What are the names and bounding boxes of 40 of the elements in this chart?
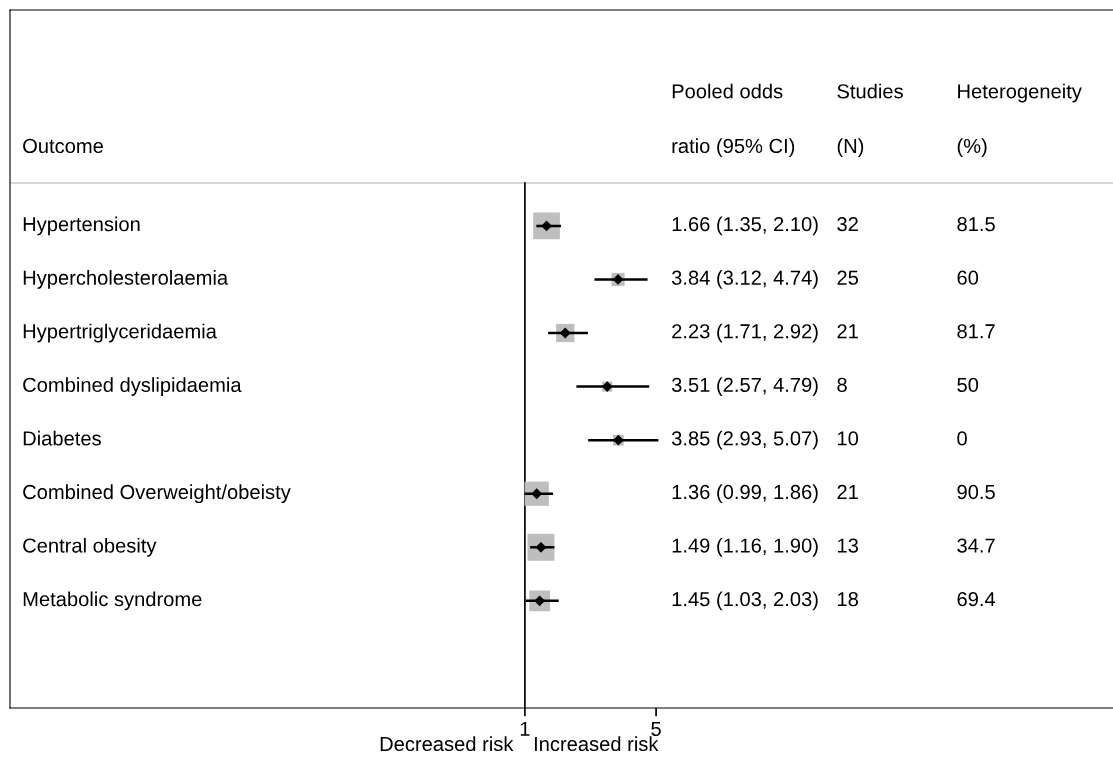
annotation: 21 xyxy=(837,324,858,339)
y-tick-label: Combined Overweight/obeisty xyxy=(23,484,291,504)
y-tick-label: Central obesity xyxy=(23,537,157,557)
annotation: 1.36 (0.99, 1.86) xyxy=(672,484,818,504)
annotation: 81.7 xyxy=(957,324,995,339)
annotation: 25 xyxy=(837,270,859,285)
y-axis-title: Outcome xyxy=(23,138,103,154)
y-tick-label: Metabolic syndrome xyxy=(23,591,202,611)
annotation: 1.66 (1.35, 2.10) xyxy=(672,216,818,236)
annotation: 2.23 (1.71, 2.92) xyxy=(672,323,818,343)
annotation: 81.5 xyxy=(957,217,995,232)
annotation: 3.84 (3.12, 4.74) xyxy=(671,270,818,289)
annotation: 3.85 (2.93, 5.07) xyxy=(671,430,818,450)
text: Decreased risk xyxy=(380,736,514,752)
y-tick-label: Combined dyslipidaemia xyxy=(23,377,242,396)
annotation: 10 xyxy=(838,431,859,446)
annotation: 90.5 xyxy=(957,484,995,500)
y-tick-label: Hypercholesterolaemia xyxy=(23,270,229,289)
annotation: 1.49 (1.16, 1.90) xyxy=(672,537,818,557)
annotation: 69.4 xyxy=(957,592,996,607)
annotation: 18 xyxy=(838,592,858,607)
y-tick-label: Hypertension xyxy=(23,216,140,236)
annotation: 13 xyxy=(838,538,858,553)
y-tick-label: Diabetes xyxy=(23,430,101,446)
text: Increased risk xyxy=(534,736,659,752)
annotation: 50 xyxy=(957,377,979,392)
annotation: 60 xyxy=(957,270,979,285)
annotation: 34.7 xyxy=(957,538,995,553)
y-tick-label: Hypertriglyceridaemia xyxy=(23,323,217,343)
annotation: 8 xyxy=(837,377,847,392)
text: Studies (N) xyxy=(837,83,903,158)
annotation: 0 xyxy=(957,431,967,446)
annotation: 21 xyxy=(837,484,858,499)
x-tick-label: 1 xyxy=(520,721,530,736)
text: Pooled odds ratio (95% CI) xyxy=(672,83,795,158)
x-tick-label: 5 xyxy=(651,721,661,736)
annotation: 3.51 (2.57, 4.79) xyxy=(671,377,818,396)
annotation: 1.45 (1.03, 2.03) xyxy=(672,591,818,611)
text: Heterogeneity (%) xyxy=(957,83,1082,158)
annotation: 32 xyxy=(837,217,858,232)
